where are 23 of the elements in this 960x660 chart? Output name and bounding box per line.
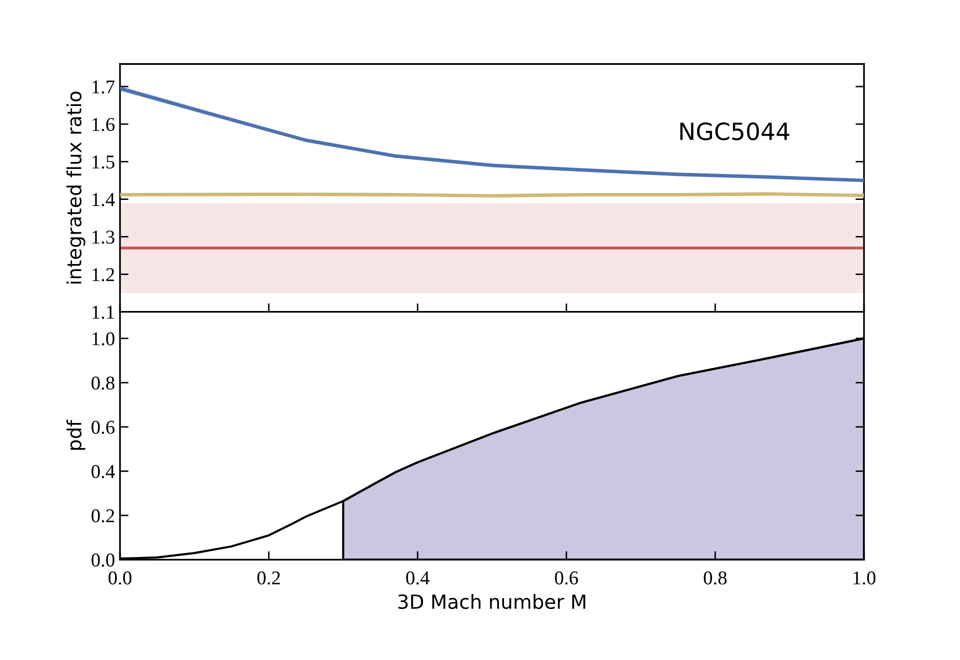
x-tick-label: 0.0: [108, 571, 132, 585]
y-tick-label: 1.4: [92, 193, 115, 206]
x-tick-label: 0.8: [704, 571, 727, 585]
annotation: NGC5044: [680, 122, 790, 140]
y-tick-label: 1.2: [92, 268, 114, 282]
y-tick-label: 0.8: [92, 376, 114, 390]
x-tick-label: 0.2: [257, 571, 280, 585]
x-tick-label: 1.0: [854, 571, 876, 585]
y-tick-label: 0.4: [92, 464, 115, 478]
y-tick-label: 1.1: [92, 306, 114, 319]
y-tick-label: 0.6: [92, 420, 115, 434]
y-tick-label: 1.3: [92, 230, 114, 244]
y-tick-label: 1.6: [92, 118, 115, 132]
y-axis-title: integrated flux ratio: [66, 92, 86, 284]
x-tick-label: 0.6: [554, 571, 578, 585]
y-axis-title: pdf: [66, 420, 86, 450]
y-tick-label: 0.2: [92, 509, 114, 522]
y-tick-label: 0.0: [92, 553, 114, 567]
x-tick-label: 0.4: [406, 571, 430, 585]
x-axis-title: 3D Mach number M: [398, 594, 586, 610]
y-tick-label: 1.7: [92, 80, 115, 94]
y-tick-label: 1.5: [92, 156, 114, 169]
y-tick-label: 1.0: [92, 332, 114, 346]
